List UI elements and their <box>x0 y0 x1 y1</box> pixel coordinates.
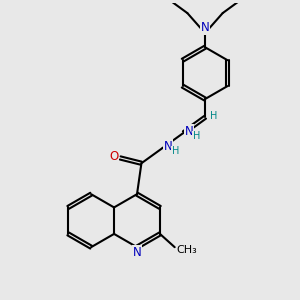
Text: H: H <box>172 146 179 157</box>
Text: CH₃: CH₃ <box>177 244 197 254</box>
Text: H: H <box>193 131 200 141</box>
Text: N: N <box>133 246 141 259</box>
Text: N: N <box>201 21 209 34</box>
Text: N: N <box>164 140 172 153</box>
Text: O: O <box>109 150 119 163</box>
Text: H: H <box>210 111 217 121</box>
Text: N: N <box>185 125 194 138</box>
